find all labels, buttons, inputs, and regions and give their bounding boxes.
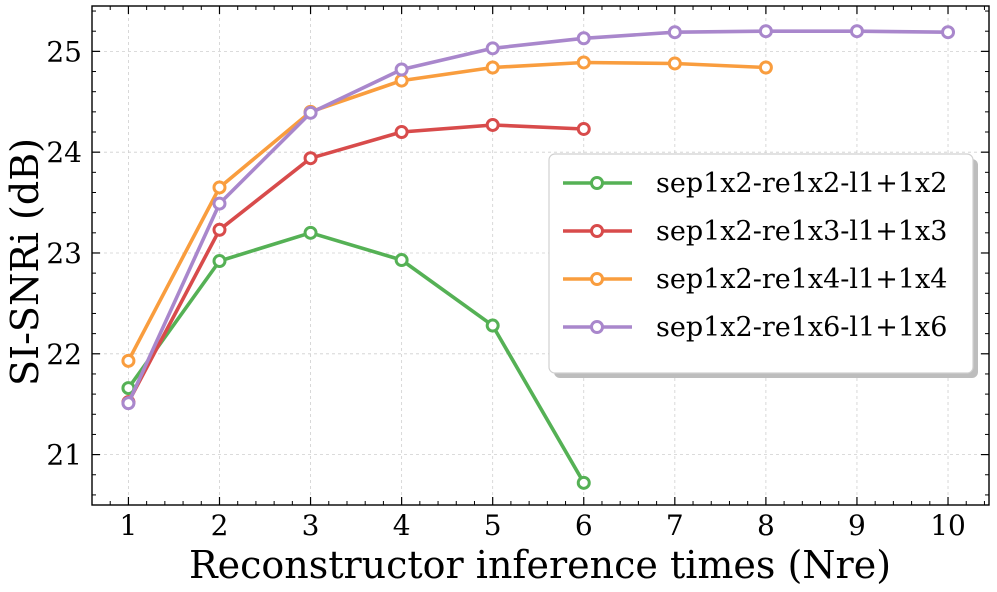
data-point <box>576 121 591 136</box>
x-axis-title: Reconstructor inference times (Nre) <box>189 543 891 587</box>
legend-entry: sep1x2-re1x2-l1+1x2 <box>563 168 947 199</box>
data-point <box>667 25 682 40</box>
data-point <box>485 117 500 132</box>
data-point <box>394 125 409 140</box>
x-tick-labels: 1 2 3 4 5 6 7 8 9 10 <box>120 509 966 542</box>
series-1 <box>121 225 591 490</box>
data-point <box>667 56 682 71</box>
data-point <box>394 253 409 268</box>
plot-frame <box>91 5 990 506</box>
legend-swatch-marker <box>590 272 604 286</box>
series-line <box>126 231 586 485</box>
data-point <box>576 475 591 490</box>
series-layer <box>121 24 956 490</box>
data-point <box>576 55 591 70</box>
legend-entry: sep1x2-re1x6-l1+1x6 <box>563 312 947 343</box>
series-4 <box>121 24 956 411</box>
x-tick-label: 9 <box>848 509 866 542</box>
data-point <box>212 222 227 237</box>
data-point <box>576 31 591 46</box>
y-tick-label: 25 <box>46 35 82 68</box>
data-point <box>941 25 956 40</box>
legend-entry: sep1x2-re1x4-l1+1x4 <box>563 264 947 295</box>
data-point <box>758 60 773 75</box>
legend-entries: sep1x2-re1x2-l1+1x2 sep1x2-re1x3-l1+1x3 se… <box>563 168 947 343</box>
data-point <box>485 60 500 75</box>
legend: sep1x2-re1x2-l1+1x2 sep1x2-re1x3-l1+1x3 se… <box>548 153 978 378</box>
data-point <box>394 62 409 77</box>
data-point <box>212 254 227 269</box>
legend-swatch-marker <box>590 224 604 238</box>
x-tick-label: 2 <box>211 509 229 542</box>
data-point <box>212 180 227 195</box>
x-tick-label: 1 <box>120 509 138 542</box>
x-tick-label: 3 <box>302 509 320 542</box>
y-tick-label: 24 <box>46 136 82 169</box>
grid <box>92 6 989 505</box>
x-tick-label: 8 <box>757 509 775 542</box>
data-point <box>849 24 864 39</box>
series-line <box>126 123 586 405</box>
y-tick-label: 21 <box>46 439 82 472</box>
data-point <box>212 196 227 211</box>
legend-swatch-marker <box>590 320 604 334</box>
legend-swatch-marker <box>590 176 604 190</box>
data-point <box>121 353 136 368</box>
y-axis-title: SI-SNRi (dB) <box>3 138 47 386</box>
data-point <box>303 151 318 166</box>
data-point <box>303 105 318 120</box>
data-point <box>485 41 500 56</box>
data-point <box>121 396 136 411</box>
x-tick-label: 10 <box>930 509 966 542</box>
y-tick-label: 23 <box>46 237 82 270</box>
y-tick-label: 22 <box>46 338 82 371</box>
legend-entry: sep1x2-re1x3-l1+1x3 <box>563 216 947 247</box>
data-point <box>485 318 500 333</box>
legend-box <box>548 153 974 374</box>
axis-ticks <box>92 6 989 505</box>
series-line <box>126 60 768 363</box>
legend-label: sep1x2-re1x6-l1+1x6 <box>656 312 947 343</box>
data-point <box>758 24 773 39</box>
data-point <box>394 73 409 88</box>
data-point <box>303 225 318 240</box>
x-tick-label: 6 <box>575 509 593 542</box>
y-tick-labels: 21 22 23 24 25 <box>46 35 82 471</box>
series-line <box>126 29 950 406</box>
legend-label: sep1x2-re1x4-l1+1x4 <box>656 264 947 295</box>
legend-label: sep1x2-re1x3-l1+1x3 <box>656 216 947 247</box>
x-tick-label: 5 <box>484 509 502 542</box>
legend-label: sep1x2-re1x2-l1+1x2 <box>656 168 947 199</box>
x-tick-label: 4 <box>393 509 411 542</box>
x-tick-label: 7 <box>666 509 684 542</box>
